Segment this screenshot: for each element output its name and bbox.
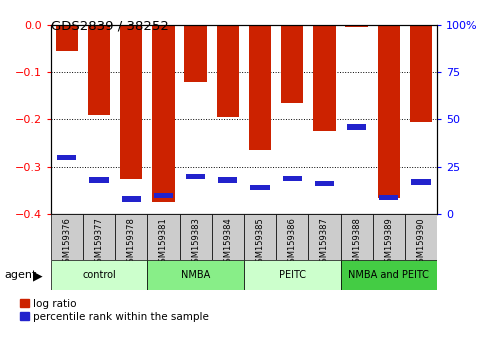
Bar <box>347 125 366 130</box>
Bar <box>152 25 175 202</box>
Text: GSM159381: GSM159381 <box>159 217 168 268</box>
Bar <box>88 25 110 115</box>
Bar <box>378 25 400 198</box>
Bar <box>315 181 334 187</box>
Bar <box>180 214 212 260</box>
Bar <box>412 179 431 184</box>
Bar <box>244 214 276 260</box>
Bar <box>251 185 270 190</box>
Bar <box>51 214 83 260</box>
Text: GSM159383: GSM159383 <box>191 217 200 268</box>
Text: GDS2839 / 38252: GDS2839 / 38252 <box>51 19 169 33</box>
Text: GSM159386: GSM159386 <box>288 217 297 268</box>
Bar <box>83 214 115 260</box>
Text: GSM159385: GSM159385 <box>256 217 265 268</box>
Legend: log ratio, percentile rank within the sample: log ratio, percentile rank within the sa… <box>20 299 209 322</box>
Text: GSM159387: GSM159387 <box>320 217 329 268</box>
Bar <box>308 214 341 260</box>
Bar <box>57 155 76 160</box>
Text: GSM159376: GSM159376 <box>62 217 71 268</box>
Bar <box>56 25 78 51</box>
Bar <box>147 260 244 290</box>
Bar <box>249 25 271 150</box>
Bar <box>276 214 308 260</box>
Bar <box>120 25 142 179</box>
Bar <box>186 174 205 179</box>
Bar <box>283 176 302 181</box>
Bar <box>405 214 437 260</box>
Bar <box>212 214 244 260</box>
Bar <box>244 260 341 290</box>
Text: GSM159390: GSM159390 <box>416 217 426 268</box>
Text: GSM159389: GSM159389 <box>384 217 393 268</box>
Bar <box>147 214 180 260</box>
Text: GSM159378: GSM159378 <box>127 217 136 268</box>
Bar <box>379 194 398 200</box>
Text: NMBA: NMBA <box>181 270 210 280</box>
Bar <box>281 25 303 103</box>
Bar <box>410 25 432 122</box>
Bar <box>185 25 207 81</box>
Text: agent: agent <box>5 270 37 280</box>
Text: GSM159388: GSM159388 <box>352 217 361 268</box>
Bar <box>341 214 373 260</box>
Bar <box>373 214 405 260</box>
Bar <box>51 260 147 290</box>
Bar <box>122 196 141 202</box>
Bar <box>313 25 336 131</box>
Text: NMBA and PEITC: NMBA and PEITC <box>348 270 429 280</box>
Text: GSM159384: GSM159384 <box>223 217 232 268</box>
Text: control: control <box>82 270 116 280</box>
Text: GSM159377: GSM159377 <box>95 217 103 268</box>
Bar <box>341 260 437 290</box>
Bar <box>154 193 173 198</box>
Bar <box>345 25 368 27</box>
Bar <box>89 177 109 183</box>
Text: PEITC: PEITC <box>279 270 306 280</box>
Bar <box>115 214 147 260</box>
Bar <box>218 177 238 183</box>
Bar <box>216 25 239 117</box>
Text: ▶: ▶ <box>33 269 43 282</box>
